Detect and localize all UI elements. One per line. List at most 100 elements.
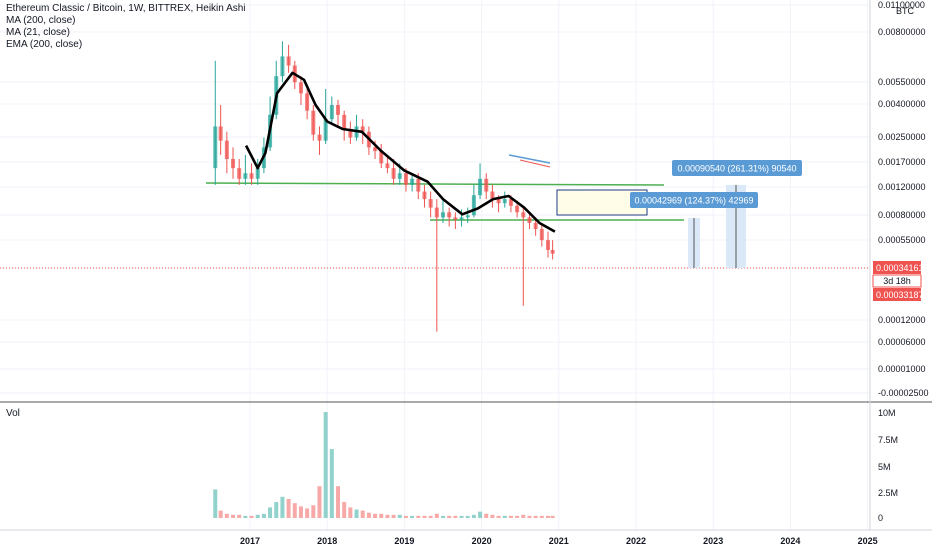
volume-bar bbox=[218, 510, 223, 518]
volume-bar bbox=[379, 513, 384, 518]
volume-bar bbox=[348, 507, 353, 518]
volume-bar bbox=[366, 512, 371, 518]
price-tick: 0.00250000 bbox=[878, 132, 926, 142]
trendlines bbox=[0, 154, 870, 269]
candle-body bbox=[317, 134, 322, 141]
trendline-small-red bbox=[519, 159, 551, 168]
volume-bar bbox=[403, 515, 408, 518]
volume-bar bbox=[391, 514, 396, 518]
price-tick: 0.00001000 bbox=[878, 364, 926, 374]
measure-text-2: 0.00042969 (124.37%) 42969 bbox=[634, 196, 753, 206]
candle-body bbox=[329, 104, 334, 120]
candle-body bbox=[434, 207, 439, 218]
candle-body bbox=[465, 215, 470, 218]
time-tick: 2019 bbox=[394, 536, 414, 546]
candle-body bbox=[218, 126, 223, 141]
price-tick: 0.00080000 bbox=[878, 210, 926, 220]
candle-body bbox=[496, 199, 501, 204]
candle-body bbox=[243, 173, 248, 179]
price-tags: 0.00034161 3d 18h 0.00033187 bbox=[872, 261, 924, 301]
volume-bar bbox=[249, 515, 254, 518]
candle-body bbox=[255, 168, 260, 179]
volume-bar bbox=[342, 502, 347, 518]
volume-bar bbox=[459, 515, 464, 518]
price-tick: 0.00006000 bbox=[878, 337, 926, 347]
candle-body bbox=[515, 205, 520, 213]
candle-body bbox=[397, 173, 402, 179]
secondary-price-text: 0.00033187 bbox=[876, 290, 924, 300]
current-price-tag bbox=[873, 261, 921, 274]
volume-bar bbox=[323, 412, 328, 518]
volume-bar bbox=[373, 513, 378, 518]
candle-body bbox=[508, 199, 513, 206]
candle-body bbox=[342, 114, 347, 130]
volume-label: Vol bbox=[6, 408, 20, 419]
volume-bar bbox=[539, 515, 544, 518]
volume-bar bbox=[410, 515, 415, 518]
volume-bar bbox=[261, 513, 266, 518]
candle-body bbox=[286, 56, 291, 66]
candle-body bbox=[224, 140, 229, 160]
candle-body bbox=[545, 240, 550, 250]
volume-bar bbox=[274, 502, 279, 518]
candle-body bbox=[490, 191, 495, 200]
volume-tick: 7.5M bbox=[878, 435, 898, 445]
volume-bar bbox=[311, 505, 316, 518]
volume-bar bbox=[502, 515, 507, 518]
volume-bar bbox=[453, 515, 458, 518]
volume-bar bbox=[527, 515, 532, 518]
volume-bar bbox=[490, 514, 495, 518]
candle-body bbox=[550, 249, 555, 254]
candle-body bbox=[385, 163, 390, 169]
legend-indicator-ma21[interactable]: MA (21, close) bbox=[6, 27, 70, 38]
volume-bar bbox=[545, 515, 550, 518]
volume-bar bbox=[441, 515, 445, 518]
candle-body bbox=[360, 126, 365, 132]
moving-average bbox=[244, 71, 556, 233]
volume-bar bbox=[428, 515, 433, 518]
volume-bar bbox=[329, 449, 334, 518]
volume-tick: 2.5M bbox=[878, 488, 898, 498]
candle-body bbox=[336, 104, 341, 115]
price-tick: 0.00800000 bbox=[878, 27, 926, 37]
candle-body bbox=[311, 110, 316, 135]
candle-body bbox=[441, 212, 445, 218]
volume-bar bbox=[336, 486, 341, 518]
current-price-text: 0.00034161 bbox=[876, 263, 924, 273]
candle-body bbox=[478, 178, 483, 196]
measure-tools[interactable]: 0.00090540 (261.31%) 90540 0.00042969 (12… bbox=[630, 160, 802, 268]
candle-body bbox=[447, 212, 452, 218]
legend-title[interactable]: Ethereum Classic / Bitcoin, 1W, BITTREX,… bbox=[6, 3, 246, 14]
volume-bar bbox=[416, 515, 421, 518]
candle-body bbox=[422, 191, 427, 200]
legend-indicator-ema200[interactable]: EMA (200, close) bbox=[6, 39, 83, 50]
price-tick: 0.00120000 bbox=[878, 182, 926, 192]
candle-body bbox=[428, 199, 433, 208]
volume-bar bbox=[447, 515, 452, 518]
candle-body bbox=[305, 93, 310, 111]
candle-body bbox=[527, 217, 532, 223]
volume-bar bbox=[521, 514, 526, 518]
candle-body bbox=[391, 168, 396, 179]
time-axis[interactable]: 2017 2018 2019 2020 2021 2022 2023 2024 2025 bbox=[240, 536, 878, 546]
legend-indicator-ma200[interactable]: MA (200, close) bbox=[6, 15, 76, 26]
candle-body bbox=[521, 212, 526, 218]
price-tick: 0.00400000 bbox=[878, 99, 926, 109]
volume-bar bbox=[237, 514, 242, 518]
time-tick: 2024 bbox=[780, 536, 800, 546]
price-axis[interactable]: 0.01100000 0.00800000 0.00550000 0.00400000… bbox=[878, 0, 929, 523]
candle-body bbox=[539, 229, 544, 241]
candle-body bbox=[416, 178, 421, 192]
measure-label-2 bbox=[630, 192, 758, 208]
volume-bar bbox=[360, 510, 365, 518]
volume-bar bbox=[286, 498, 291, 518]
volume-tick: 10M bbox=[878, 408, 896, 418]
candle-body bbox=[249, 173, 254, 179]
candle-body bbox=[459, 217, 464, 220]
volume-bar bbox=[292, 503, 297, 518]
volume-bar bbox=[484, 513, 489, 518]
volume-bar bbox=[465, 515, 470, 518]
time-tick: 2025 bbox=[858, 536, 878, 546]
